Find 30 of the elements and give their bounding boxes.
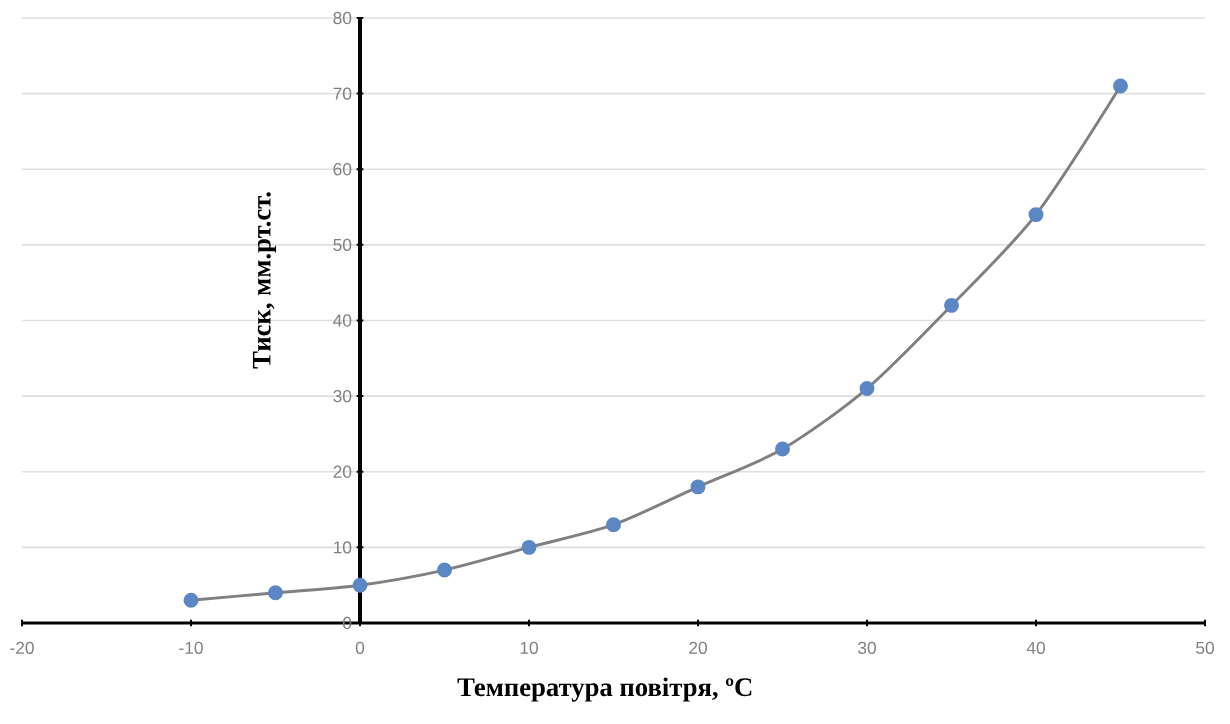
point [859, 381, 875, 397]
point [775, 441, 790, 457]
x-tick-label: 10 [520, 641, 538, 654]
y-tick-label: 30 [333, 389, 352, 403]
x-tick-label: 40 [1026, 641, 1045, 654]
point [437, 562, 452, 578]
x-tick-label: 0 [355, 641, 365, 654]
x-tick-label: 20 [689, 641, 707, 654]
y-tick-label: 60 [333, 163, 352, 176]
x-axis-title: Температура повітря, ºC [457, 677, 752, 702]
y-tick-label: 10 [334, 541, 352, 554]
y-tick-label: 40 [333, 314, 352, 327]
point [352, 577, 368, 593]
x-tick-label: 30 [858, 641, 876, 654]
y-tick-label: 80 [333, 11, 352, 25]
point [183, 592, 199, 608]
x-tick-label: -20 [10, 641, 34, 654]
point [1113, 78, 1128, 94]
y-axis-title: Тиск, мм.рт.ст. [252, 192, 277, 369]
point [944, 297, 959, 313]
x-tick-label: 50 [1196, 641, 1214, 654]
point [268, 585, 283, 601]
point [606, 517, 621, 533]
y-tick-label: 20 [333, 465, 352, 478]
y-tick-label: 70 [333, 87, 352, 100]
point [521, 539, 537, 555]
x-tick-label: -10 [179, 641, 203, 654]
y-tick-label: 50 [333, 238, 352, 252]
point [1028, 207, 1044, 223]
point [690, 479, 706, 495]
